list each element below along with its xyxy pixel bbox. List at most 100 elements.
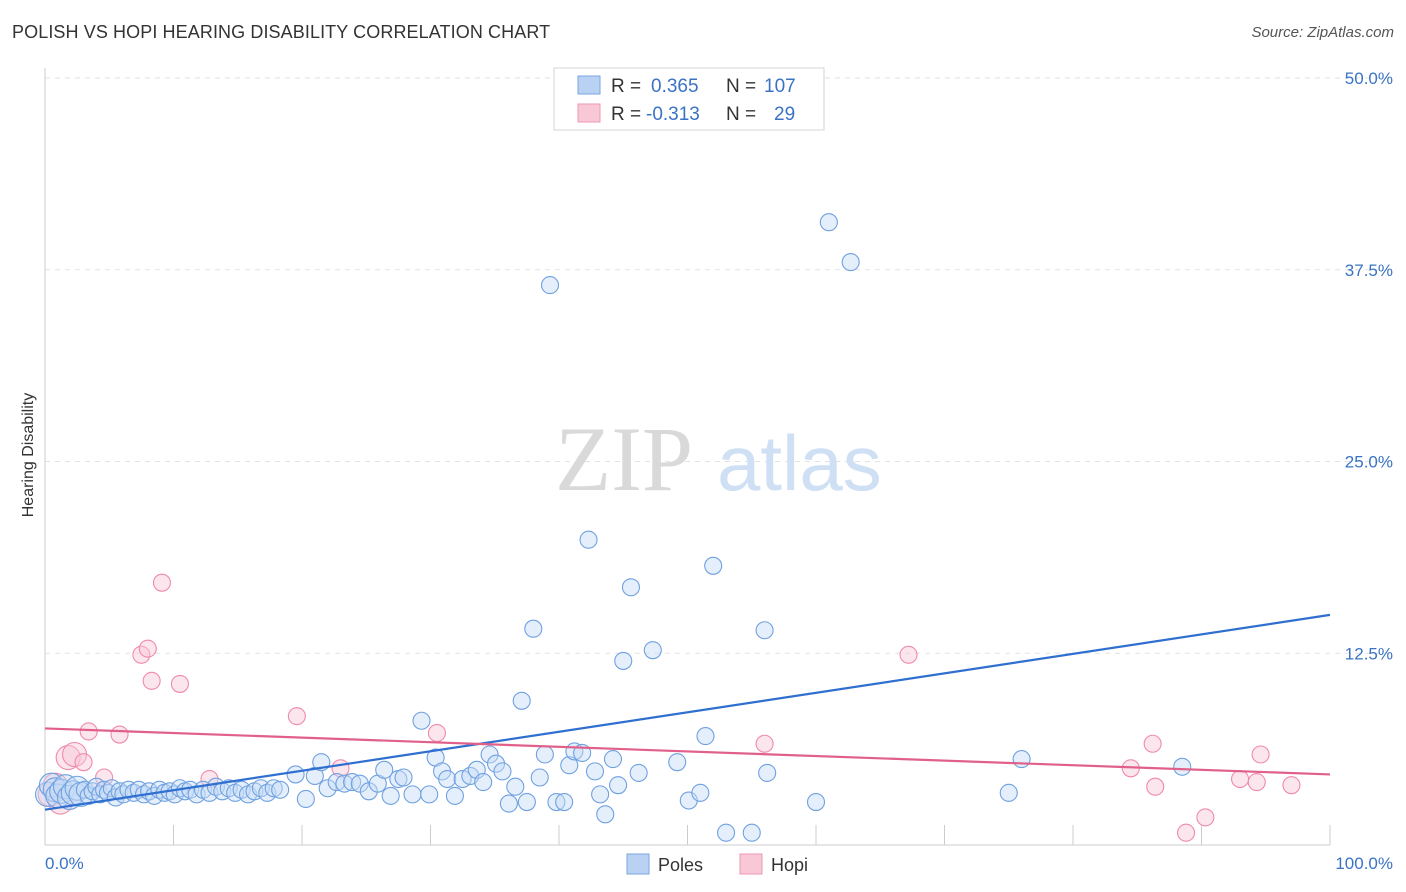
poles-point-93 [596, 805, 615, 824]
poles-point-68 [438, 769, 457, 789]
poles-point-80 [517, 792, 536, 812]
watermark-atlas: atlas [717, 419, 882, 507]
hopi-point-12 [152, 573, 171, 592]
source-label: Source: ZipAtlas.com [1251, 24, 1394, 41]
gridlines [45, 77, 1392, 654]
poles-point-82 [530, 768, 549, 787]
poles-point-107 [755, 621, 774, 640]
hopi-point-25 [1231, 769, 1250, 789]
legend-poles-label: Poles [658, 855, 703, 875]
legend-hopi-label: Hopi [771, 855, 808, 875]
poles-point-65 [420, 785, 439, 804]
poles-point-104 [704, 556, 723, 575]
poles-point-79 [512, 691, 531, 710]
poles-point-113 [1012, 750, 1031, 769]
hopi-point-13 [170, 674, 189, 693]
series-legend: Poles Hopi [626, 853, 808, 875]
poles-point-46 [264, 779, 283, 798]
hopi-point-21 [1143, 734, 1162, 753]
poles-point-73 [474, 773, 493, 792]
poles-point-105 [716, 823, 736, 842]
poles-point-84 [540, 276, 560, 295]
hopi-point-18 [755, 734, 774, 753]
poles-point-109 [806, 792, 826, 812]
poles-point-108 [758, 763, 777, 782]
y-axis-label: Hearing Disability [20, 393, 37, 518]
poles-point-62 [394, 768, 413, 787]
poles-point-90 [579, 530, 598, 549]
poles-point-102 [691, 783, 710, 802]
poles-point-97 [621, 578, 641, 597]
hopi-n-value: 29 [774, 104, 795, 125]
hopi-point-10 [138, 639, 157, 658]
poles-swatch-icon [577, 75, 601, 95]
poles-point-112 [999, 783, 1018, 802]
poles-point-74 [480, 745, 499, 764]
hopi-point-15 [287, 707, 306, 726]
watermark: ZIP atlas [555, 408, 882, 510]
poles-r-label: R = [611, 76, 641, 97]
poles-point-81 [524, 619, 543, 638]
hopi-point-19 [899, 645, 918, 664]
poles-point-111 [841, 253, 860, 272]
poles-point-55 [343, 773, 362, 792]
poles-point-48 [286, 765, 305, 784]
stats-legend: R = 0.365 N = 107 R = -0.313 N = 29 [553, 67, 825, 131]
hopi-point-17 [427, 723, 446, 743]
poles-point-86 [555, 792, 574, 812]
hopi-point-11 [142, 671, 161, 690]
poles-point-59 [375, 760, 394, 779]
poles-point-54 [335, 774, 354, 793]
poles-point-76 [493, 762, 512, 781]
legend-hopi-icon [739, 853, 763, 875]
poles-n-value: 107 [764, 76, 796, 97]
poles-point-98 [629, 763, 648, 782]
poles-point-91 [585, 762, 605, 781]
points-poles [35, 213, 1192, 842]
poles-point-100 [668, 753, 687, 772]
hopi-point-8 [110, 725, 129, 744]
hopi-point-5 [74, 753, 93, 772]
points-hopi [37, 573, 1301, 842]
poles-r-value: 0.365 [651, 76, 699, 97]
poles-point-49 [296, 789, 315, 809]
hopi-point-28 [1282, 776, 1301, 795]
poles-point-85 [547, 792, 566, 812]
hopi-point-23 [1177, 823, 1196, 842]
poles-point-44 [251, 779, 270, 798]
poles-point-52 [318, 779, 337, 798]
hopi-r-label: R = [611, 104, 641, 125]
poles-point-83 [535, 745, 554, 764]
poles-point-95 [609, 776, 628, 795]
poles-point-63 [403, 785, 422, 804]
poles-point-77 [499, 794, 518, 813]
trendlines [44, 613, 1331, 811]
poles-point-75 [486, 754, 506, 773]
poles-point-106 [742, 823, 761, 842]
poles-point-53 [327, 773, 346, 792]
hopi-point-24 [1196, 808, 1215, 827]
poles-point-47 [271, 780, 290, 799]
legend-poles-icon [626, 853, 650, 875]
poles-point-92 [591, 785, 610, 804]
poles-point-103 [696, 727, 715, 746]
poles-point-110 [819, 213, 838, 232]
hopi-swatch-icon [577, 103, 601, 123]
hopi-r-value: -0.313 [646, 104, 700, 125]
hopi-n-label: N = [726, 104, 756, 125]
poles-point-96 [614, 651, 633, 670]
hopi-point-27 [1251, 745, 1270, 764]
y-tick-label-1: 25.0% [1345, 453, 1393, 472]
y-tick-label-0: 12.5% [1345, 644, 1393, 663]
poles-point-78 [506, 777, 525, 796]
poles-trend-line [44, 613, 1331, 811]
x-tick-label-0: 0.0% [45, 854, 84, 873]
chart-title: POLISH VS HOPI HEARING DISABILITY CORREL… [12, 22, 551, 42]
poles-point-87 [560, 756, 579, 775]
y-tick-label-2: 37.5% [1345, 261, 1393, 280]
poles-point-69 [445, 786, 464, 805]
tick-labels: 12.5% 25.0% 37.5% 50.0% 0.0% 100.0% [45, 69, 1393, 873]
axes [44, 68, 1331, 846]
hopi-trend-line [44, 727, 1331, 776]
